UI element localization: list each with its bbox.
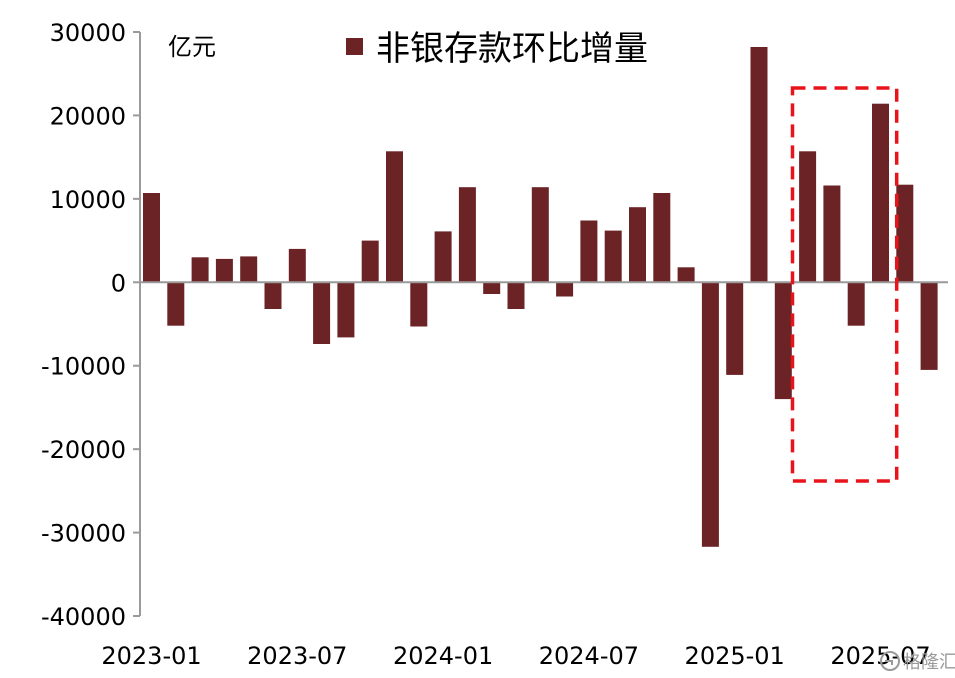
y-tick-label: -20000 xyxy=(41,436,126,464)
bar-2024-06 xyxy=(556,282,574,297)
y-tick-label: 10000 xyxy=(50,186,126,214)
bar-2024-04 xyxy=(507,282,525,309)
bar-2024-02 xyxy=(458,187,476,283)
bar-2023-10 xyxy=(361,240,379,283)
x-tick-label: 2023-07 xyxy=(247,642,347,670)
bar-2023-04 xyxy=(215,258,233,283)
y-tick-label: 30000 xyxy=(50,19,126,47)
watermark: 格隆汇 xyxy=(880,651,955,673)
x-tick-label: 2023-01 xyxy=(101,642,201,670)
bar-2024-03 xyxy=(483,282,501,294)
bar-2025-01 xyxy=(726,282,744,375)
bar-2024-12 xyxy=(701,282,719,547)
bar-2024-11 xyxy=(677,267,695,283)
bar-2023-06 xyxy=(264,282,282,309)
bar-2025-06 xyxy=(847,282,865,326)
bar-2024-05 xyxy=(531,187,549,283)
bar-2025-07 xyxy=(872,103,889,283)
bar-2025-02 xyxy=(750,47,768,283)
y-tick-label: -30000 xyxy=(41,520,126,548)
x-ticks-group: 2023-01 2023-07 2024-01 2024-07 2025-01 2025-… xyxy=(101,642,930,670)
y-tick-label: -10000 xyxy=(41,353,126,381)
y-ticks-group: 30000 20000 10000 0 -10000 -20000 -30000 -40000 xyxy=(41,19,140,631)
unit-label: 亿元 xyxy=(168,33,216,61)
bars-group xyxy=(143,47,938,547)
bar-2025-09 xyxy=(920,282,938,370)
x-tick-label: 2025-01 xyxy=(685,642,785,670)
bar-2023-08 xyxy=(313,282,331,344)
bar-2024-10 xyxy=(653,193,671,283)
brand-logo-icon xyxy=(880,651,900,671)
watermark-text: 格隆汇 xyxy=(903,652,955,673)
bar-2024-01 xyxy=(434,231,452,283)
bar-2023-11 xyxy=(386,151,403,283)
y-tick-label: 20000 xyxy=(50,102,126,130)
bar-2023-07 xyxy=(288,248,306,283)
bar-2025-03 xyxy=(774,282,792,400)
bar-2024-07 xyxy=(580,220,598,283)
bar-2025-05 xyxy=(823,185,841,283)
y-tick-label: 0 xyxy=(111,269,126,297)
bar-2023-12 xyxy=(410,282,428,327)
bar-2023-01 xyxy=(143,193,160,283)
x-tick-label: 2025-07 xyxy=(830,642,930,670)
legend-swatch xyxy=(346,38,363,55)
bar-2023-03 xyxy=(191,257,209,283)
bar-2023-09 xyxy=(337,282,355,338)
legend-label: 非银存款环比增量 xyxy=(376,29,648,69)
y-tick-label: -40000 xyxy=(41,603,126,631)
highlight-box xyxy=(790,86,899,483)
x-tick-label: 2024-07 xyxy=(539,642,639,670)
x-tick-label: 2024-01 xyxy=(393,642,493,670)
bar-2023-02 xyxy=(167,282,185,326)
bar-2025-08 xyxy=(896,184,914,283)
bar-2024-09 xyxy=(629,207,646,283)
bar-2024-08 xyxy=(604,230,622,283)
legend: 非银存款环比增量 xyxy=(346,29,648,69)
bar-2025-04 xyxy=(799,151,817,283)
bar-2023-05 xyxy=(240,256,258,283)
